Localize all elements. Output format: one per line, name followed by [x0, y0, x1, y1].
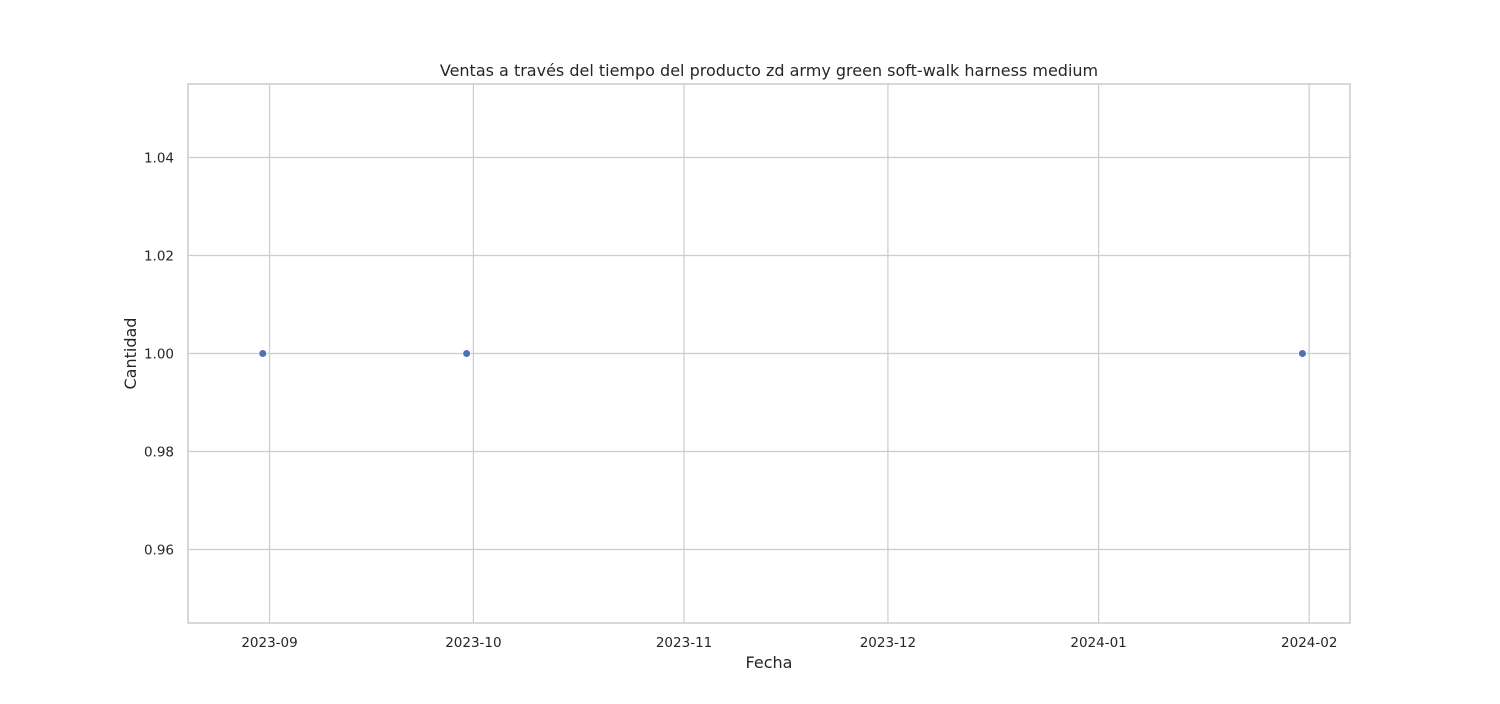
- y-tick-label: 1.00: [144, 347, 174, 363]
- y-axis-label: Cantidad: [121, 318, 140, 390]
- y-tick-label: 0.96: [144, 543, 174, 559]
- data-point: [462, 349, 471, 358]
- grid: [188, 84, 1350, 623]
- chart-title: Ventas a través del tiempo del producto …: [440, 61, 1098, 80]
- x-axis-label: Fecha: [746, 653, 793, 672]
- data-points: [258, 349, 1307, 358]
- y-tick-label: 1.04: [144, 151, 174, 167]
- data-point: [1298, 349, 1307, 358]
- x-tick-label: 2024-01: [1070, 635, 1126, 651]
- y-tick-label: 0.98: [144, 445, 174, 461]
- x-tick-label: 2024-02: [1281, 635, 1337, 651]
- x-tick-label: 2023-11: [656, 635, 712, 651]
- data-point: [258, 349, 267, 358]
- y-tick-label: 1.02: [144, 249, 174, 265]
- x-axis-ticks: 2023-09 2023-10 2023-11 2023-12 2024-01 2024-…: [241, 635, 1337, 651]
- x-tick-label: 2023-12: [860, 635, 916, 651]
- x-tick-label: 2023-09: [241, 635, 297, 651]
- y-axis-ticks: 0.96 0.98 1.00 1.02 1.04: [144, 151, 174, 559]
- x-tick-label: 2023-10: [445, 635, 501, 651]
- plot-frame: [187, 83, 1351, 624]
